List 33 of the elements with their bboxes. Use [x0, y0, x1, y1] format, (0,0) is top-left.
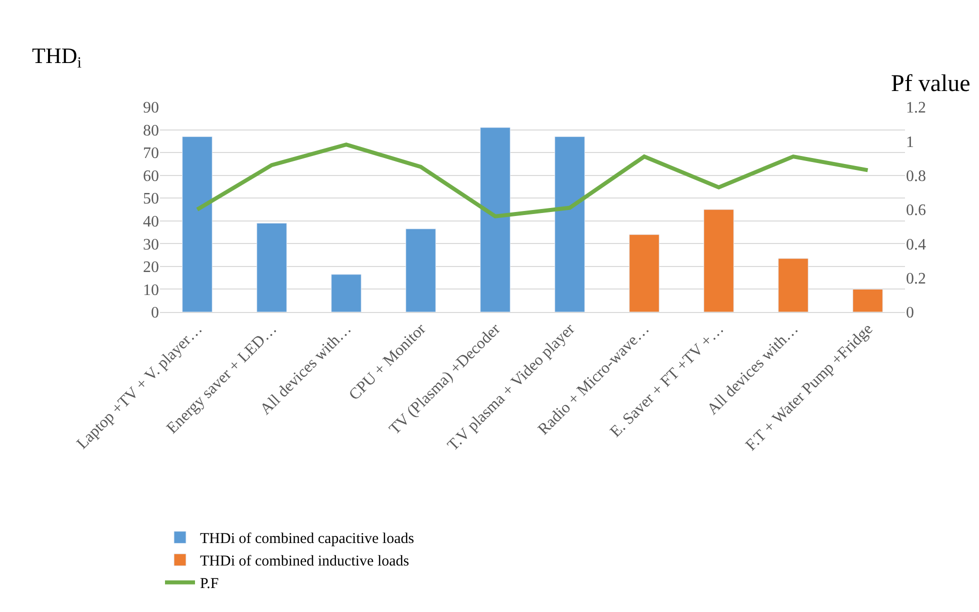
y-tick-label: 90 — [143, 100, 159, 117]
y2-tick-label: 1.2 — [906, 100, 926, 117]
y-tick-label: 70 — [143, 145, 159, 162]
y-tick-label: 0 — [151, 304, 159, 322]
y-tick-label: 40 — [143, 213, 159, 230]
y2-axis-title: Pf value — [891, 71, 970, 97]
y-tick-label: 20 — [143, 259, 159, 276]
y-tick-label: 80 — [143, 122, 159, 140]
y2-tick-label: 0.6 — [906, 202, 926, 220]
y2-tick-label: 0.2 — [906, 270, 926, 288]
legend-label: P.F — [200, 576, 219, 592]
bar — [629, 234, 660, 312]
bar — [852, 288, 883, 312]
line-series — [195, 142, 870, 218]
legend-label: THDi of combined inductive loads — [200, 554, 410, 570]
bar — [554, 136, 585, 312]
y-tick-label: 30 — [143, 236, 159, 254]
y-tick-label: 60 — [143, 168, 159, 185]
bar — [331, 274, 362, 312]
y-tick-label: 10 — [143, 282, 159, 299]
bar — [704, 209, 734, 312]
y-tick-label: 50 — [143, 190, 159, 208]
y2-tick-label: 0.8 — [906, 168, 926, 185]
bar — [256, 222, 287, 312]
y2-tick-label: 0.4 — [906, 236, 926, 254]
y-axis-title: THD$_{i}$ — [32, 43, 82, 72]
y2-tick-label: 1 — [906, 134, 914, 151]
bar — [182, 136, 212, 312]
y2-tick-label: 0 — [906, 304, 914, 322]
bar — [480, 127, 510, 312]
legend-label: THDi of combined capacitive loads — [200, 531, 414, 548]
bar — [778, 258, 808, 312]
bar — [406, 228, 436, 312]
